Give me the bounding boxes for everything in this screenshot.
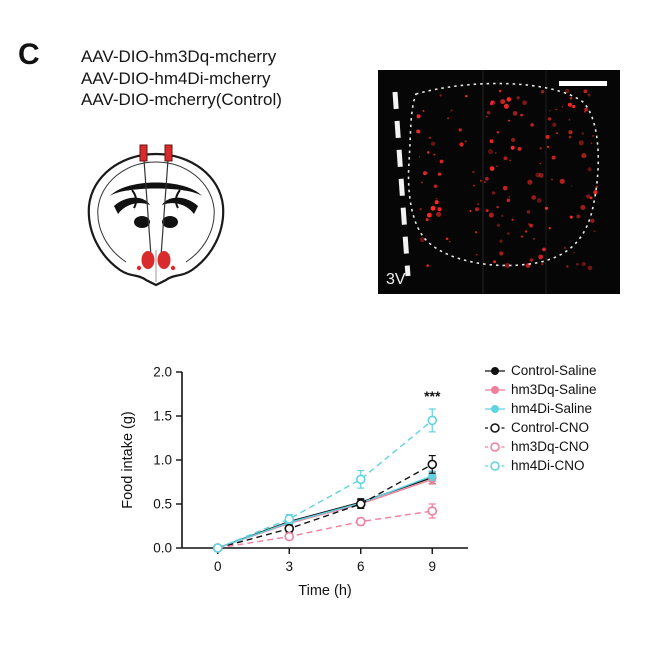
legend-item: Control-CNO [484,418,597,437]
svg-text:6: 6 [357,559,365,574]
significance-annotation: *** [424,388,441,404]
legend-item: hm3Dq-CNO [484,437,597,456]
legend-item: Control-Saline [484,361,597,380]
svg-text:Time (h): Time (h) [298,583,351,599]
panel-label: C [18,38,40,71]
legend-item: hm3Dq-Saline [484,380,597,399]
svg-text:0.5: 0.5 [153,497,172,512]
svg-text:Food intake (g): Food intake (g) [120,411,136,509]
injection-site-left [141,251,155,269]
cannula-track-left [143,159,152,257]
injection-dot-right [170,265,176,271]
legend-label: hm4Di-Saline [511,401,593,416]
thalamus-left [134,216,150,228]
injection-site-right [157,251,171,269]
svg-text:1.5: 1.5 [153,409,172,424]
cannula-track-right [160,159,169,257]
corpus-callosum [110,182,202,196]
legend-item: hm4Di-Saline [484,399,597,418]
scale-bar [559,81,607,86]
svg-text:1.0: 1.0 [153,453,172,468]
legend-marker-open-circle-icon [485,422,505,433]
svg-text:0.0: 0.0 [153,541,172,556]
third-ventricle-label: 3V [386,271,406,288]
aav-line-hm3dq: AAV-DIO-hm3Dq-mcherry [81,47,277,66]
svg-text:2.0: 2.0 [153,365,172,380]
legend-marker-open-circle-icon [485,460,505,471]
brain-schematic [87,144,225,287]
chart-legend: Control-Saline hm3Dq-Saline hm4Di-Saline Co… [484,361,597,475]
legend-marker-filled-circle-icon [485,366,505,375]
aav-line-hm4di: AAV-DIO-hm4Di-mcherry [81,68,271,88]
hippocampus-right [162,197,198,214]
aav-line-control: AAV-DIO-mcherry(Control) [81,90,282,109]
svg-text:0: 0 [214,559,222,574]
food-intake-chart: 0.0 0.5 1.0 1.5 2.0 0 3 6 9 Time (h) Food intake (… [120,365,468,599]
cortex-inner-line-right [155,161,215,263]
cannula-right [164,144,173,162]
legend-label: Control-Saline [511,363,597,378]
ventricle-slit-left [131,189,138,209]
legend-marker-filled-circle-icon [485,404,505,413]
cannula-left [139,144,148,162]
thalamus-right [162,216,178,228]
legend-label: hm3Dq-Saline [511,382,597,397]
legend-label: hm3Dq-CNO [511,439,590,454]
ventricle-slit-right [174,189,181,209]
micrograph-content [392,70,600,294]
svg-text:3: 3 [285,559,293,574]
legend-marker-filled-circle-icon [485,385,505,394]
fluorescence-micrograph: 3V [378,70,620,294]
legend-marker-open-circle-icon [485,441,505,452]
aav-construct-labels: AAV-DIO-hm3Dq-mcherry AAV-DIO-hm4Di-mche… [81,46,282,111]
svg-text:9: 9 [428,559,436,574]
legend-label: hm4Di-CNO [511,458,585,473]
legend-item: hm4Di-CNO [484,456,597,475]
brain-outline [87,152,225,287]
injection-dot-left [136,265,142,271]
cortex-inner-line [97,161,157,263]
hippocampus-left [114,197,150,214]
legend-label: Control-CNO [511,420,590,435]
